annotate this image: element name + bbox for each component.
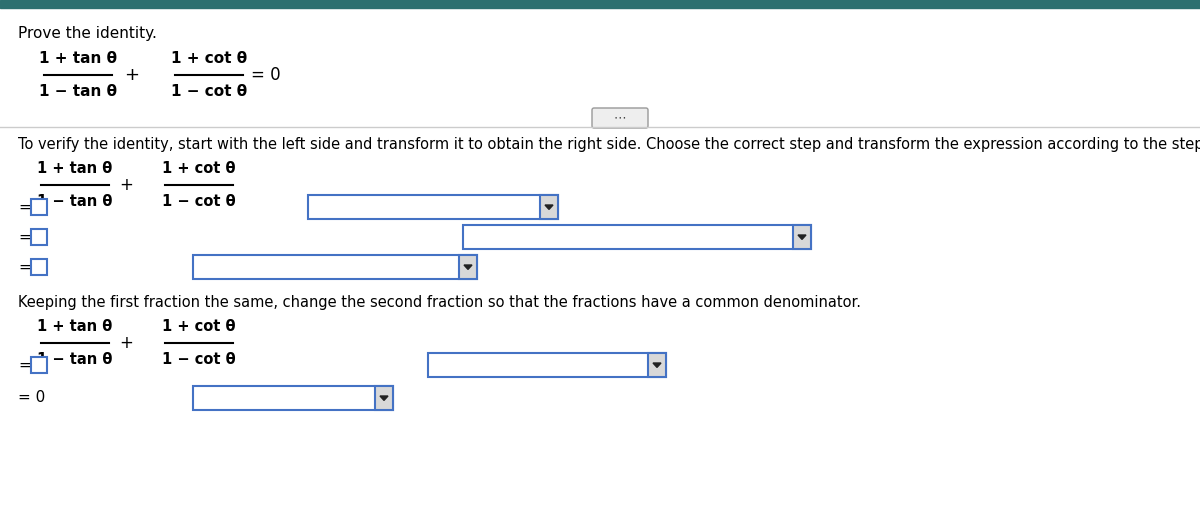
Text: =: = xyxy=(18,230,31,244)
Text: = 0: = 0 xyxy=(252,66,281,84)
Bar xyxy=(31,259,47,275)
Text: =: = xyxy=(18,259,31,275)
Text: =: = xyxy=(18,358,31,372)
Bar xyxy=(540,195,558,219)
Text: +: + xyxy=(125,66,139,84)
Bar xyxy=(793,225,811,249)
Text: 1 + cot θ: 1 + cot θ xyxy=(172,51,247,66)
Bar xyxy=(374,386,394,410)
Bar xyxy=(648,353,666,377)
Polygon shape xyxy=(380,396,388,401)
Polygon shape xyxy=(545,205,553,209)
Text: 1 − cot θ: 1 − cot θ xyxy=(172,84,247,99)
Bar xyxy=(463,225,811,249)
Bar xyxy=(193,255,478,279)
Text: Prove the identity.: Prove the identity. xyxy=(18,26,157,41)
Text: +: + xyxy=(119,334,133,352)
Polygon shape xyxy=(653,363,661,367)
Bar xyxy=(648,353,666,377)
Text: 1 − cot θ: 1 − cot θ xyxy=(162,194,236,209)
Bar xyxy=(308,195,558,219)
Bar xyxy=(374,386,394,410)
Text: Keeping the first fraction the same, change the second fraction so that the frac: Keeping the first fraction the same, cha… xyxy=(18,295,862,310)
Text: 1 − cot θ: 1 − cot θ xyxy=(162,352,236,367)
Text: 1 − tan θ: 1 − tan θ xyxy=(37,352,113,367)
Polygon shape xyxy=(464,265,472,269)
FancyBboxPatch shape xyxy=(592,108,648,128)
Text: 1 + tan θ: 1 + tan θ xyxy=(37,319,113,334)
Text: ⋯: ⋯ xyxy=(613,111,626,124)
Bar xyxy=(31,229,47,245)
Text: 1 + cot θ: 1 + cot θ xyxy=(162,319,236,334)
Text: 1 − tan θ: 1 − tan θ xyxy=(38,84,118,99)
Text: To verify the identity, start with the left side and transform it to obtain the : To verify the identity, start with the l… xyxy=(18,137,1200,152)
Text: 1 + cot θ: 1 + cot θ xyxy=(162,161,236,176)
Bar xyxy=(458,255,478,279)
Text: +: + xyxy=(119,176,133,194)
Bar xyxy=(31,199,47,215)
Bar xyxy=(193,386,394,410)
Polygon shape xyxy=(798,235,806,240)
Bar xyxy=(0,0,1200,8)
Bar xyxy=(458,255,478,279)
Text: 1 − tan θ: 1 − tan θ xyxy=(37,194,113,209)
Bar xyxy=(540,195,558,219)
Bar xyxy=(428,353,666,377)
Text: = 0: = 0 xyxy=(18,391,46,405)
Text: 1 + tan θ: 1 + tan θ xyxy=(37,161,113,176)
Bar xyxy=(793,225,811,249)
Text: 1 + tan θ: 1 + tan θ xyxy=(38,51,118,66)
Bar xyxy=(31,357,47,373)
Text: =: = xyxy=(18,199,31,214)
